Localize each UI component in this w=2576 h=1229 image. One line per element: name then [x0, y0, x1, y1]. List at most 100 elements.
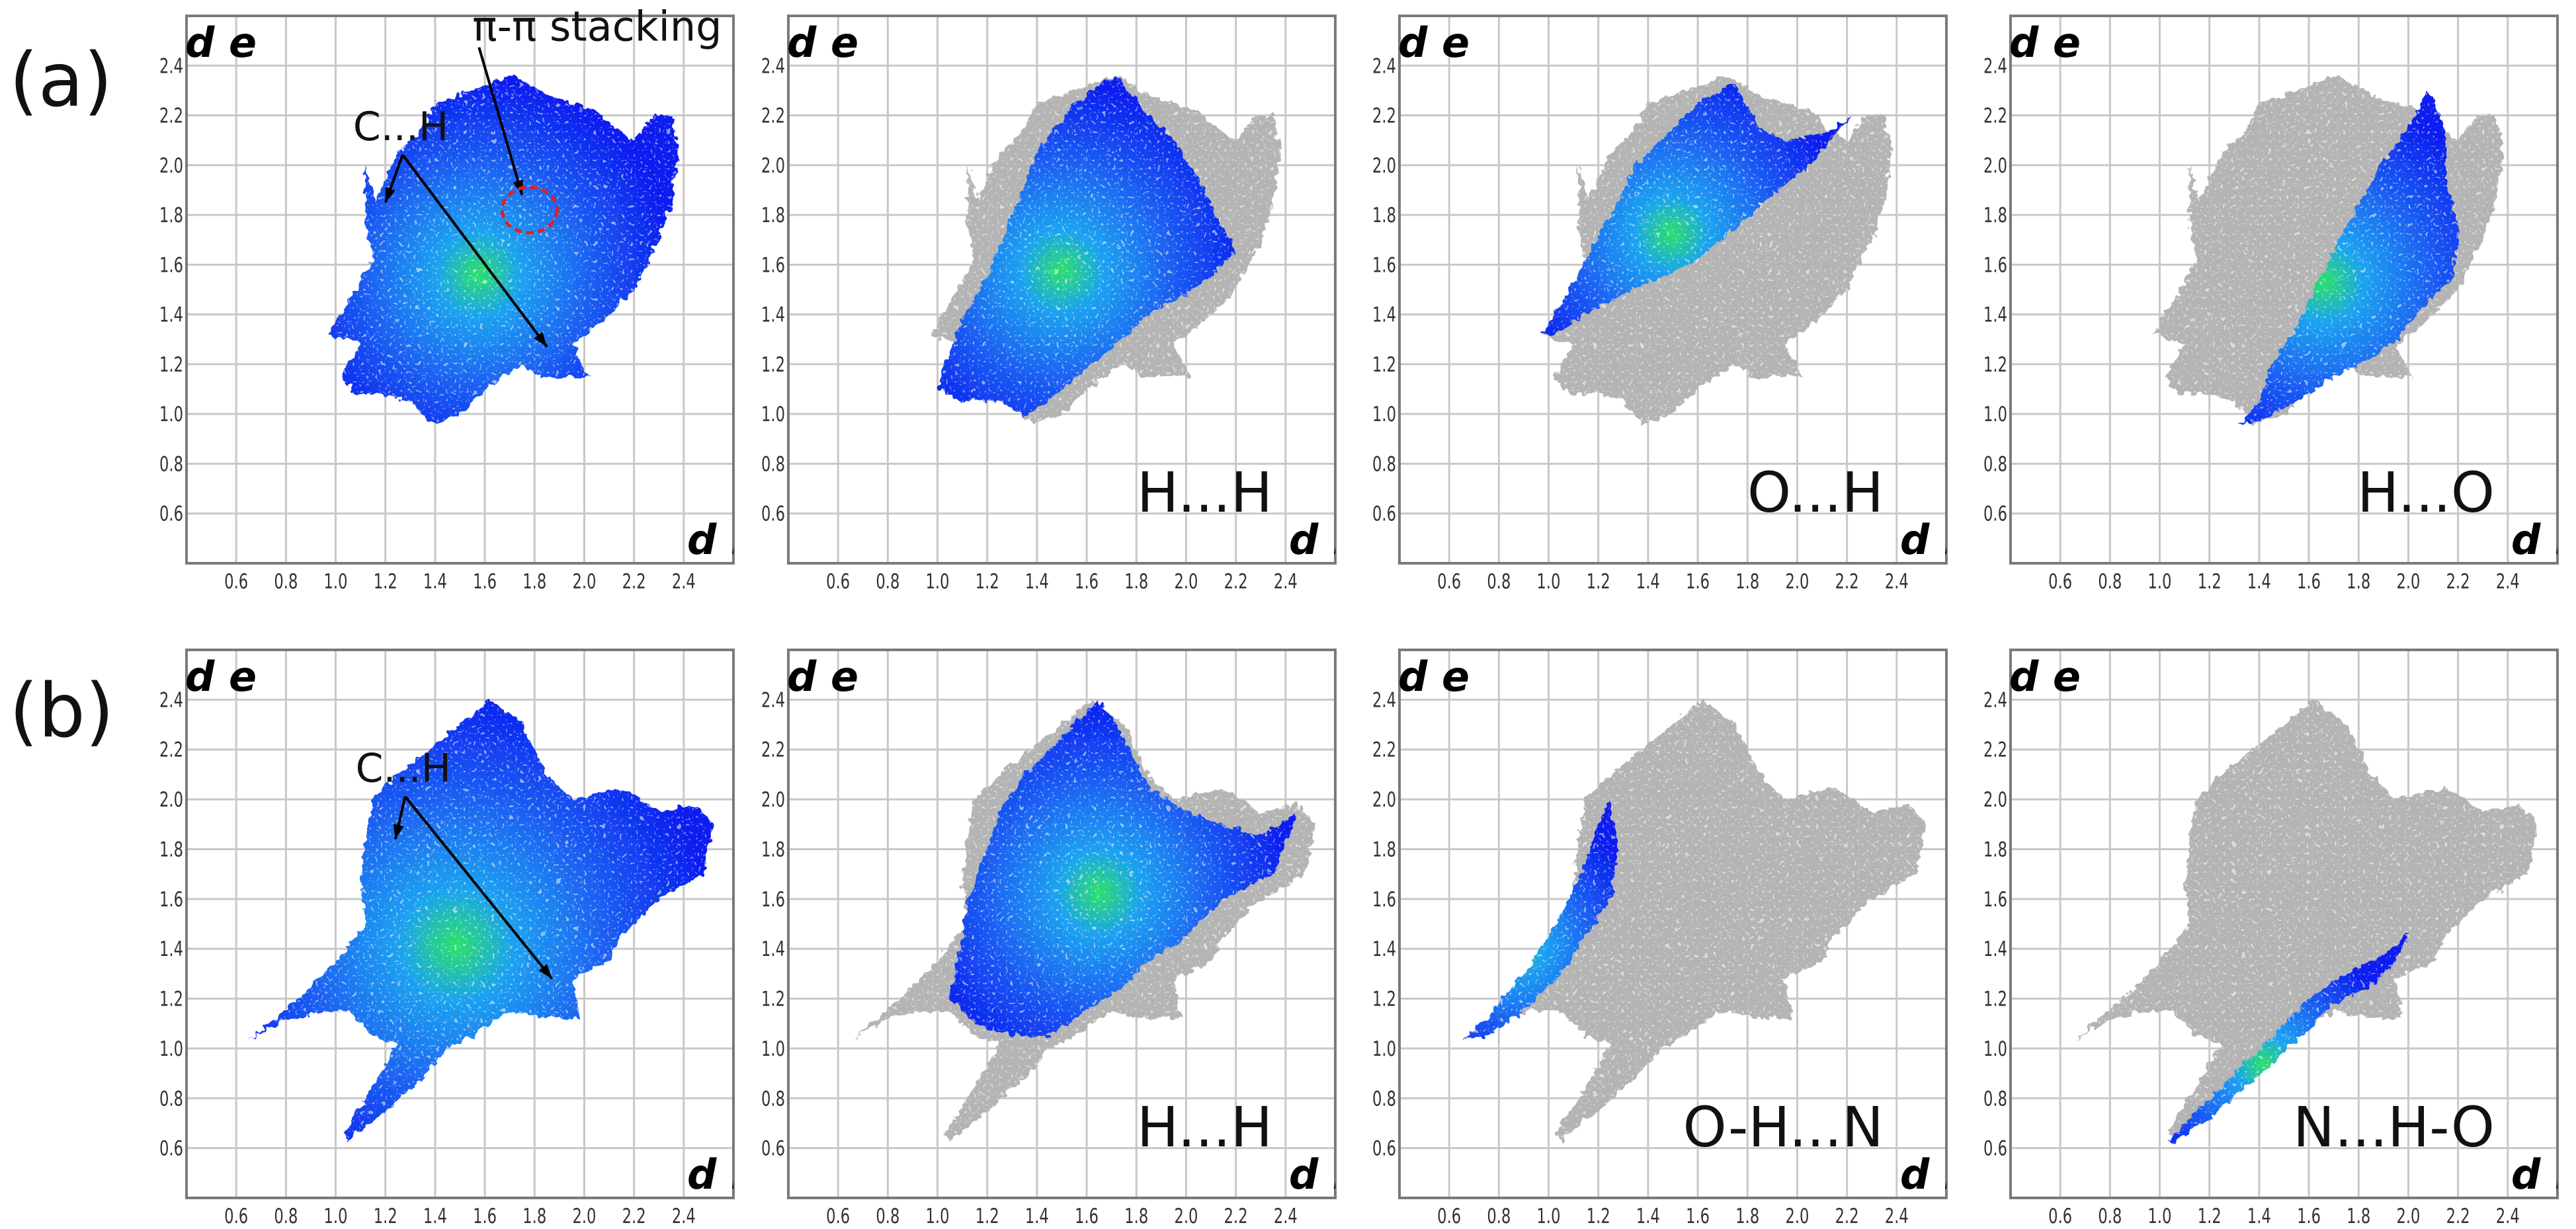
c-h-label: C...H — [356, 746, 451, 792]
arrow-head-icon — [538, 964, 552, 979]
x-tick-label: 0.8 — [2098, 1205, 2122, 1228]
y-tick-label: 1.6 — [1983, 888, 2007, 912]
y-tick-label: 1.0 — [761, 403, 785, 426]
x-tick-label: 1.6 — [473, 1205, 497, 1228]
y-tick-label: 0.8 — [1983, 452, 2007, 476]
x-tick-label: 1.0 — [1537, 570, 1561, 594]
contact-label: H...H — [1137, 1095, 1272, 1160]
x-tick-label: 2.0 — [1174, 1205, 1198, 1228]
y-tick-label: 0.8 — [1372, 452, 1396, 476]
y-tick-label: 1.4 — [1983, 303, 2007, 327]
y-tick-label: 1.6 — [1372, 253, 1396, 277]
y-tick-label: 1.8 — [761, 838, 785, 861]
panel-b4: 0.6 0.6 0.8 0.8 1.0 1.0 1.2 1.2 1.4 1.4 1.6 1.6 1.8 1… — [1983, 649, 2559, 1228]
pi-stacking-circle — [500, 185, 559, 235]
y-tick-label: 0.8 — [159, 452, 183, 476]
y-tick-label: 2.0 — [1372, 788, 1396, 812]
c-h-label: C...H — [353, 104, 448, 150]
x-tick-label: 1.8 — [2347, 570, 2370, 594]
plot-frame — [185, 649, 735, 1199]
y-axis-label: d e — [185, 653, 257, 701]
y-tick-label: 2.0 — [761, 788, 785, 812]
x-tick-label: 1.4 — [1025, 570, 1049, 594]
x-tick-label: 1.4 — [1636, 570, 1660, 594]
x-tick-label: 2.2 — [1835, 570, 1859, 594]
x-tick-label: 1.0 — [926, 570, 950, 594]
row-label-b: (b) — [9, 668, 114, 754]
tick-labels: 0.6 0.6 0.8 0.8 1.0 1.0 1.2 1.2 1.4 1.4 1.6 1.6 1.8 1… — [1372, 688, 1909, 1228]
y-tick-label: 1.2 — [159, 988, 183, 1011]
y-tick-label: 2.4 — [1983, 688, 2007, 712]
annotation: C...H — [353, 104, 548, 348]
x-tick-label: 1.4 — [1636, 1205, 1660, 1228]
y-tick-label: 1.8 — [1983, 204, 2007, 227]
arrow-line — [401, 153, 548, 348]
x-tick-label: 1.6 — [1686, 1205, 1710, 1228]
x-tick-label: 0.8 — [1487, 570, 1511, 594]
y-axis-label: d e — [787, 653, 858, 701]
x-tick-label: 0.8 — [1487, 1205, 1511, 1228]
arrow-head-icon — [393, 824, 404, 840]
plot-frame — [2009, 15, 2559, 565]
x-tick-label: 2.4 — [2496, 1205, 2520, 1228]
y-tick-label: 2.0 — [1983, 788, 2007, 812]
x-tick-label: 0.6 — [826, 1205, 850, 1228]
x-tick-label: 1.6 — [2297, 1205, 2321, 1228]
x-tick-label: 2.0 — [572, 570, 596, 594]
x-tick-label: 0.6 — [2048, 570, 2072, 594]
x-tick-label: 1.2 — [1587, 570, 1610, 594]
y-tick-label: 1.2 — [1372, 988, 1396, 1011]
y-tick-label: 1.2 — [761, 353, 785, 377]
y-tick-label: 1.0 — [1372, 1037, 1396, 1061]
tick-labels: 0.6 0.6 0.8 0.8 1.0 1.0 1.2 1.2 1.4 1.4 1.6 1.6 1.8 1… — [761, 688, 1298, 1228]
x-tick-label: 1.6 — [1686, 570, 1710, 594]
annotation: π-π stacking — [472, 3, 722, 235]
scatter-cloud — [1541, 75, 1892, 424]
x-tick-label: 1.6 — [2297, 570, 2321, 594]
y-tick-label: 2.0 — [159, 154, 183, 178]
y-tick-label: 2.2 — [159, 104, 183, 128]
x-tick-label: 2.2 — [2446, 1205, 2470, 1228]
x-axis-label: d i — [687, 516, 745, 564]
panel-b3: 0.6 0.6 0.8 0.8 1.0 1.0 1.2 1.2 1.4 1.4 1.6 1.6 1.8 1… — [1372, 649, 1958, 1228]
y-tick-label: 1.0 — [1372, 403, 1396, 426]
y-tick-label: 2.4 — [159, 54, 183, 78]
x-tick-label: 1.8 — [1124, 1205, 1148, 1228]
contact-label: O...H — [1747, 460, 1884, 525]
x-tick-label: 1.6 — [1075, 1205, 1099, 1228]
x-tick-label: 1.8 — [522, 1205, 546, 1228]
x-tick-label: 0.8 — [876, 570, 899, 594]
x-tick-label: 1.6 — [1075, 570, 1099, 594]
y-tick-label: 0.6 — [159, 502, 183, 526]
x-tick-label: 1.4 — [423, 1205, 447, 1228]
panel-a4: 0.6 0.6 0.8 0.8 1.0 1.0 1.2 1.2 1.4 1.4 1.6 1.6 1.8 1… — [1983, 15, 2559, 594]
x-tick-label: 2.2 — [622, 570, 646, 594]
scatter-cloud — [2073, 699, 2538, 1144]
y-tick-label: 0.8 — [761, 452, 785, 476]
tick-labels: 0.6 0.6 0.8 0.8 1.0 1.0 1.2 1.2 1.4 1.4 1.6 1.6 1.8 1… — [159, 688, 696, 1228]
panel-a2: 0.6 0.6 0.8 0.8 1.0 1.0 1.2 1.2 1.4 1.4 1.6 1.6 1.8 1… — [761, 15, 1347, 594]
y-tick-label: 1.4 — [761, 937, 785, 961]
panel-a1: 0.6 0.6 0.8 0.8 1.0 1.0 1.2 1.2 1.4 1.4 1.6 1.6 1.8 1… — [159, 3, 745, 594]
y-tick-label: 2.2 — [761, 738, 785, 762]
y-tick-label: 0.8 — [1372, 1087, 1396, 1111]
x-axis-label: d i — [1900, 1150, 1958, 1199]
panel-a3: 0.6 0.6 0.8 0.8 1.0 1.0 1.2 1.2 1.4 1.4 1.6 1.6 1.8 1… — [1372, 15, 1948, 594]
x-tick-label: 2.0 — [1785, 570, 1809, 594]
y-axis-label: d e — [2009, 653, 2081, 701]
x-axis-label: d i — [1289, 516, 1347, 564]
x-tick-label: 1.4 — [423, 570, 447, 594]
x-tick-label: 2.2 — [622, 1205, 646, 1228]
tick-labels: 0.6 0.6 0.8 0.8 1.0 1.0 1.2 1.2 1.4 1.4 1.6 1.6 1.8 1… — [1983, 54, 2520, 594]
y-tick-label: 2.4 — [1372, 688, 1396, 712]
y-tick-label: 2.4 — [1372, 54, 1396, 78]
y-tick-label: 1.4 — [159, 937, 183, 961]
y-tick-label: 1.4 — [159, 303, 183, 327]
x-tick-label: 1.4 — [2247, 1205, 2271, 1228]
tick-labels: 0.6 0.6 0.8 0.8 1.0 1.0 1.2 1.2 1.4 1.4 1.6 1.6 1.8 1… — [1372, 54, 1909, 594]
y-tick-label: 1.0 — [1983, 1037, 2007, 1061]
x-tick-label: 1.2 — [976, 1205, 999, 1228]
y-tick-label: 1.6 — [1372, 888, 1396, 912]
x-tick-label: 0.8 — [2098, 570, 2122, 594]
